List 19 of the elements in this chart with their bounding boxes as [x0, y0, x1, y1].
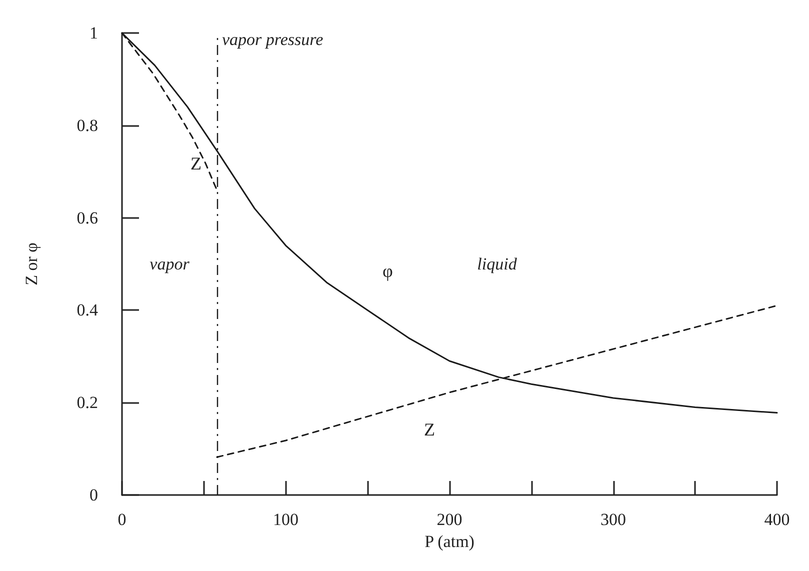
series-label: Z: [190, 153, 202, 174]
y-tick-label: 0.4: [76, 300, 98, 320]
y-tick-label: 0.6: [76, 208, 98, 228]
series-label: φ: [382, 261, 393, 282]
series-label: Z: [424, 419, 435, 440]
y-tick-label: 0.8: [76, 116, 98, 135]
annotation: vapor: [150, 254, 190, 274]
annotation: liquid: [477, 254, 518, 274]
y-tick-label: 0.2: [76, 393, 98, 412]
x-axis-title: P (atm): [424, 532, 474, 551]
x-tick-label: 0: [118, 510, 126, 529]
y-tick-label: 0: [90, 486, 98, 504]
x-tick-label: 300: [600, 510, 626, 529]
x-tick-label: 100: [273, 510, 298, 529]
x-tick-label: 400: [764, 510, 790, 529]
x-tick-label: 200: [436, 510, 462, 529]
y-tick-label: 1: [90, 24, 98, 42]
ref-line-label: vapor pressure: [222, 30, 324, 49]
y-axis-title: Z or φ: [22, 242, 41, 286]
